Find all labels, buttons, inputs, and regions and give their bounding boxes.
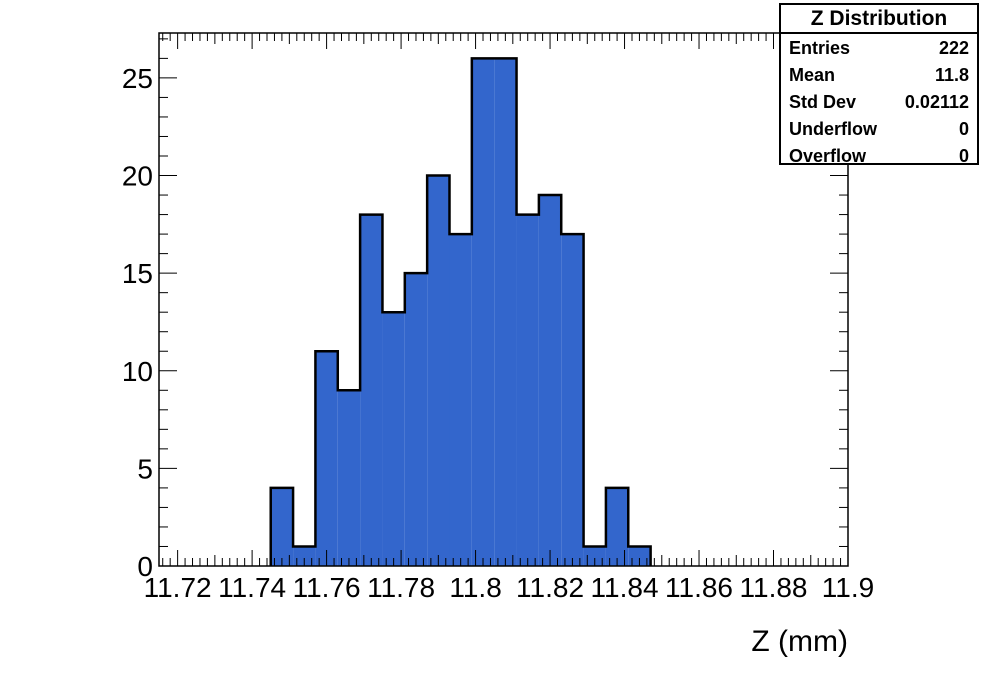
- x-axis-ticks: 11.72 11.74 11.76 11.78 11.8 11.82 11.84 11.86 1…: [144, 33, 874, 603]
- stats-value: 222: [938, 38, 969, 58]
- x-tick-label: 11.88: [740, 572, 808, 603]
- histogram-bars: [269, 57, 652, 567]
- y-tick-label: 25: [122, 63, 153, 94]
- histogram-bar: [471, 58, 495, 566]
- histogram-bar: [382, 312, 405, 566]
- y-tick-label: 20: [122, 161, 153, 192]
- x-axis-title: Z (mm): [751, 625, 848, 658]
- x-tick-label: 11.78: [367, 572, 435, 603]
- histogram-bar: [449, 234, 472, 566]
- stats-row-overflow: Overflow 0: [781, 142, 977, 169]
- histogram-bar: [337, 390, 361, 566]
- histogram-bar: [494, 58, 517, 566]
- stats-value: 0: [958, 146, 969, 166]
- y-tick-label: 10: [122, 356, 153, 387]
- stats-value: 0: [958, 119, 969, 139]
- plot-frame: [158, 32, 849, 567]
- histogram-bar: [404, 273, 428, 566]
- histogram-bar: [538, 195, 562, 567]
- stats-label: Underflow: [789, 119, 877, 139]
- x-tick-label: 11.72: [144, 572, 212, 603]
- histogram-bar: [516, 214, 539, 567]
- histogram-bar: [427, 175, 450, 566]
- stats-row-mean: Mean 11.8: [781, 61, 977, 88]
- histogram-bar: [561, 234, 584, 566]
- x-tick-label: 11.74: [218, 572, 286, 603]
- histogram-outline: [269, 57, 652, 566]
- stats-label: Std Dev: [789, 92, 857, 112]
- histogram-bar: [270, 487, 294, 566]
- histogram-bar: [583, 546, 606, 566]
- y-tick-label: 0: [137, 551, 153, 582]
- stats-title: Z Distribution: [781, 5, 977, 34]
- stats-box: Z Distribution Entries 222 Mean 11.8 Std…: [779, 3, 979, 166]
- histogram-bar: [628, 546, 651, 566]
- x-tick-label: 11.82: [516, 572, 584, 603]
- histogram-bar: [293, 546, 316, 566]
- x-tick-label: 11.84: [591, 572, 659, 603]
- histogram-bar: [605, 487, 629, 566]
- stats-value: 0.02112: [904, 92, 969, 112]
- stats-row-std-dev: Std Dev 0.02112: [781, 88, 977, 115]
- x-tick-label: 11.76: [293, 572, 361, 603]
- stats-label: Overflow: [789, 146, 867, 166]
- stats-value: 11.8: [934, 65, 969, 85]
- stats-label: Mean: [789, 65, 836, 85]
- x-tick-label: 11.9: [822, 572, 874, 603]
- y-tick-label: 5: [137, 453, 153, 484]
- y-axis-ticks: 0 5 10 15 20 25: [122, 38, 848, 582]
- y-tick-label: 15: [122, 258, 153, 289]
- histogram-bar: [360, 214, 383, 567]
- x-tick-label: 11.86: [665, 572, 733, 603]
- x-tick-label: 11.8: [449, 572, 501, 603]
- stats-label: Entries: [789, 38, 851, 58]
- histogram-bar: [315, 351, 338, 566]
- stats-row-entries: Entries 222: [781, 34, 977, 61]
- stats-row-underflow: Underflow 0: [781, 115, 977, 142]
